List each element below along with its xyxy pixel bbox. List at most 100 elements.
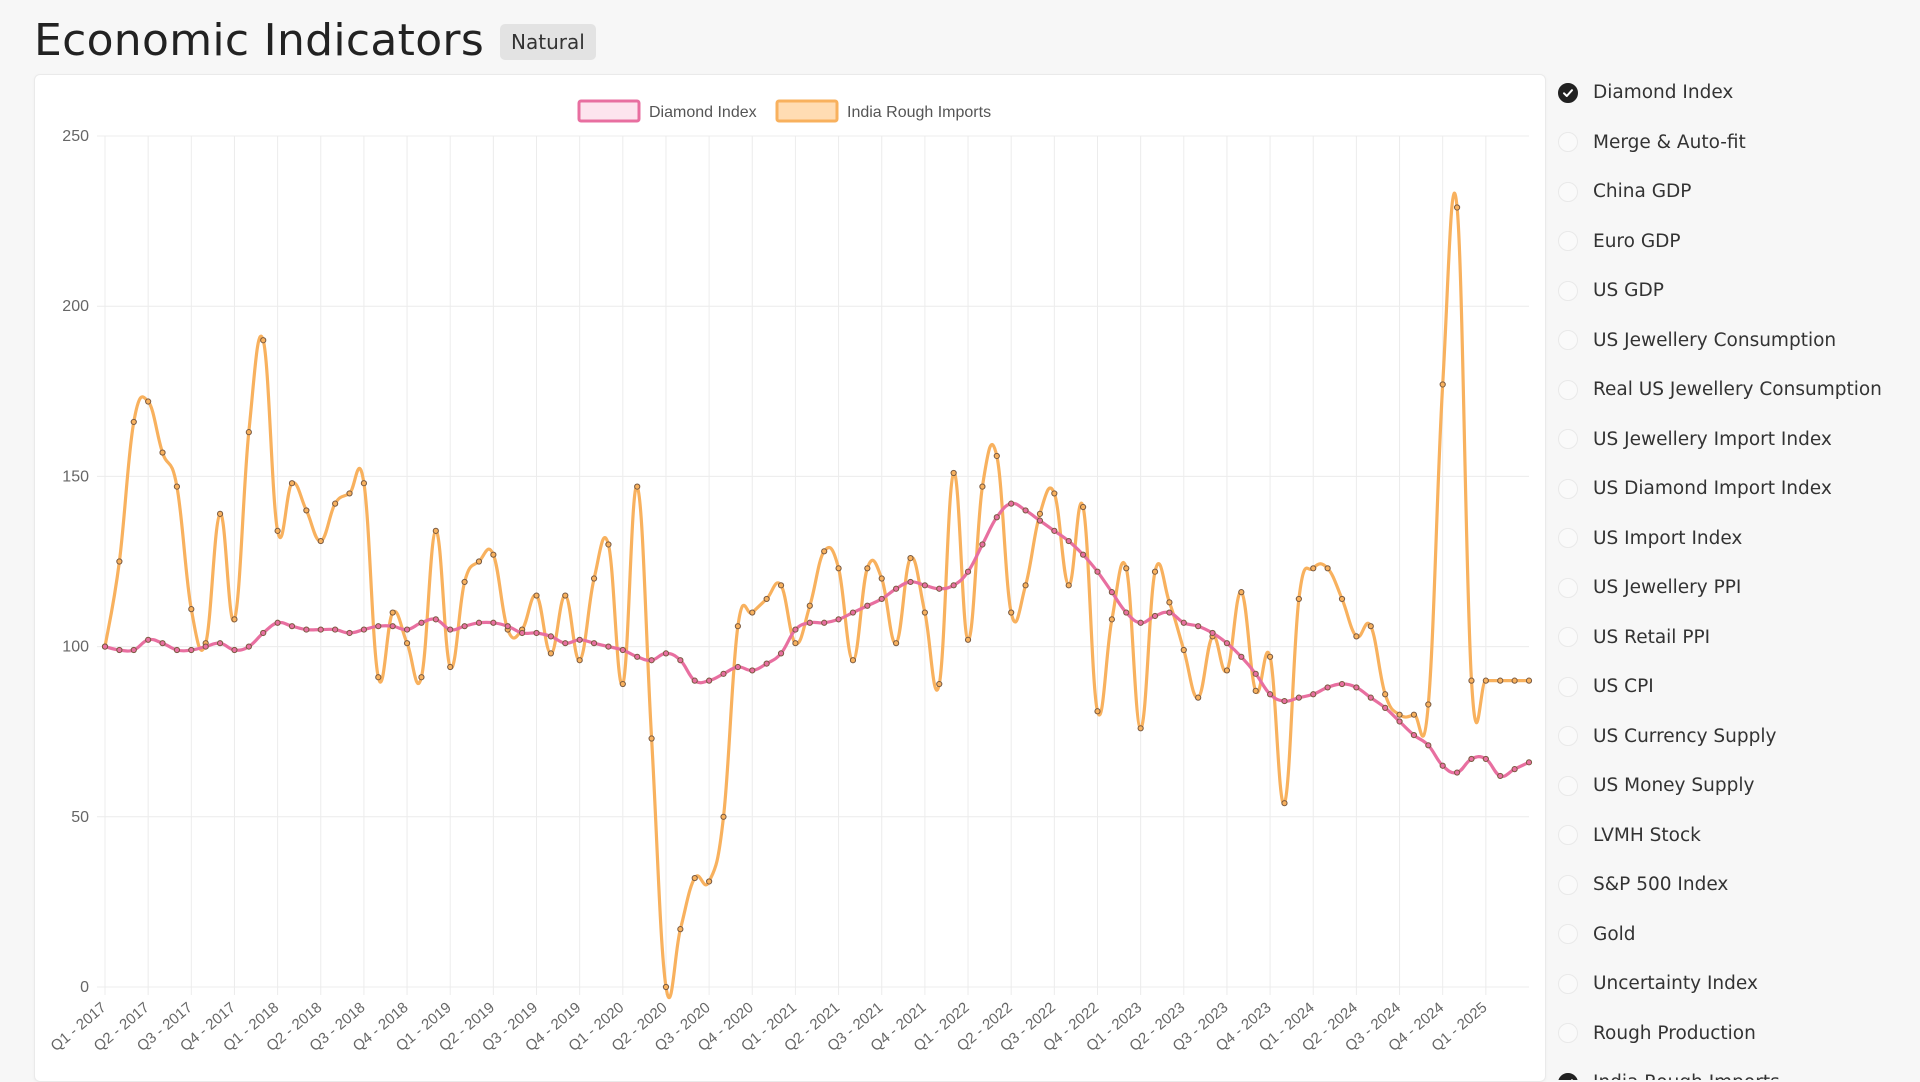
data-point[interactable] bbox=[662, 650, 670, 657]
data-point[interactable] bbox=[1223, 667, 1231, 674]
data-point[interactable] bbox=[979, 541, 986, 548]
data-point[interactable] bbox=[188, 646, 195, 654]
data-point[interactable] bbox=[317, 626, 324, 633]
checkbox-icon[interactable] bbox=[1558, 231, 1578, 252]
data-point[interactable] bbox=[389, 609, 396, 616]
data-point[interactable] bbox=[849, 609, 857, 616]
data-point[interactable] bbox=[403, 640, 411, 647]
data-point[interactable] bbox=[475, 558, 483, 565]
data-point[interactable] bbox=[1439, 762, 1446, 769]
data-point[interactable] bbox=[432, 527, 439, 534]
data-point[interactable] bbox=[274, 619, 281, 626]
data-point[interactable] bbox=[1396, 711, 1403, 718]
data-point[interactable] bbox=[1338, 595, 1346, 603]
option-us-diamond-import-index[interactable]: US Diamond Import Index bbox=[1548, 464, 1920, 514]
option-us-currency-supply[interactable]: US Currency Supply bbox=[1548, 712, 1920, 762]
checkbox-icon[interactable] bbox=[1558, 280, 1578, 301]
data-point[interactable] bbox=[332, 626, 339, 633]
data-point[interactable] bbox=[634, 483, 641, 490]
data-point[interactable] bbox=[849, 657, 857, 664]
data-point[interactable] bbox=[260, 629, 267, 637]
data-point[interactable] bbox=[662, 983, 670, 991]
data-point[interactable] bbox=[346, 490, 353, 497]
data-point[interactable] bbox=[706, 677, 713, 684]
data-point[interactable] bbox=[1353, 684, 1360, 691]
data-point[interactable] bbox=[1022, 507, 1029, 514]
data-point[interactable] bbox=[173, 483, 181, 490]
checkbox-icon[interactable] bbox=[1558, 82, 1578, 103]
data-point[interactable] bbox=[504, 623, 511, 630]
option-us-gdp[interactable]: US GDP bbox=[1548, 266, 1920, 316]
data-point[interactable] bbox=[806, 619, 813, 626]
data-point[interactable] bbox=[706, 878, 713, 885]
data-point[interactable] bbox=[1266, 653, 1274, 660]
data-point[interactable] bbox=[317, 537, 324, 545]
data-point[interactable] bbox=[936, 585, 943, 592]
data-point[interactable] bbox=[461, 623, 468, 630]
data-point[interactable] bbox=[907, 578, 914, 586]
data-point[interactable] bbox=[1525, 677, 1533, 684]
option-us-jewellery-consumption[interactable]: US Jewellery Consumption bbox=[1548, 316, 1920, 366]
data-point[interactable] bbox=[677, 657, 684, 664]
data-point[interactable] bbox=[1511, 677, 1518, 684]
data-point[interactable] bbox=[648, 657, 655, 664]
data-point[interactable] bbox=[1497, 677, 1504, 684]
data-point[interactable] bbox=[1051, 490, 1058, 497]
data-point[interactable] bbox=[159, 449, 166, 456]
data-point[interactable] bbox=[893, 585, 900, 592]
data-point[interactable] bbox=[116, 558, 123, 565]
data-point[interactable] bbox=[1338, 680, 1346, 688]
data-point[interactable] bbox=[1353, 633, 1360, 640]
data-point[interactable] bbox=[1238, 589, 1245, 596]
data-point[interactable] bbox=[1382, 704, 1389, 711]
data-point[interactable] bbox=[562, 592, 569, 599]
data-point[interactable] bbox=[202, 643, 209, 650]
option-us-jewellery-import-index[interactable]: US Jewellery Import Index bbox=[1548, 415, 1920, 465]
data-point[interactable] bbox=[821, 619, 828, 626]
option-us-import-index[interactable]: US Import Index bbox=[1548, 514, 1920, 564]
option-gold[interactable]: Gold bbox=[1548, 910, 1920, 960]
data-point[interactable] bbox=[1151, 568, 1159, 575]
data-point[interactable] bbox=[1238, 653, 1245, 660]
data-point[interactable] bbox=[101, 643, 109, 650]
data-point[interactable] bbox=[734, 623, 741, 630]
data-point[interactable] bbox=[1065, 537, 1072, 545]
data-point[interactable] bbox=[1080, 503, 1087, 511]
data-point[interactable] bbox=[1310, 691, 1317, 698]
checkbox-icon[interactable] bbox=[1558, 924, 1578, 945]
data-point[interactable] bbox=[533, 592, 540, 599]
data-point[interactable] bbox=[461, 578, 468, 586]
data-point[interactable] bbox=[1008, 609, 1015, 616]
data-point[interactable] bbox=[720, 813, 727, 820]
checkbox-icon[interactable] bbox=[1558, 181, 1578, 202]
data-point[interactable] bbox=[1295, 595, 1302, 603]
data-point[interactable] bbox=[619, 646, 626, 654]
data-point[interactable] bbox=[590, 640, 598, 647]
data-point[interactable] bbox=[1036, 517, 1044, 524]
data-point[interactable] bbox=[418, 674, 425, 681]
data-point[interactable] bbox=[691, 677, 698, 684]
data-point[interactable] bbox=[835, 616, 842, 623]
data-point[interactable] bbox=[1425, 701, 1432, 708]
data-point[interactable] bbox=[145, 398, 152, 405]
data-point[interactable] bbox=[677, 926, 684, 933]
data-point[interactable] bbox=[260, 337, 267, 344]
data-point[interactable] bbox=[1065, 582, 1072, 589]
data-point[interactable] bbox=[303, 626, 310, 633]
data-point[interactable] bbox=[1497, 772, 1504, 780]
data-point[interactable] bbox=[777, 582, 785, 589]
data-point[interactable] bbox=[490, 619, 497, 626]
data-point[interactable] bbox=[777, 650, 785, 657]
data-point[interactable] bbox=[447, 663, 454, 671]
data-point[interactable] bbox=[159, 640, 166, 647]
data-point[interactable] bbox=[1180, 646, 1187, 654]
data-point[interactable] bbox=[1094, 568, 1101, 575]
data-point[interactable] bbox=[1080, 551, 1087, 558]
data-point[interactable] bbox=[1367, 623, 1374, 630]
data-point[interactable] bbox=[1137, 725, 1144, 732]
data-point[interactable] bbox=[231, 616, 238, 623]
data-point[interactable] bbox=[519, 629, 526, 637]
data-point[interactable] bbox=[1008, 500, 1015, 507]
data-point[interactable] bbox=[792, 640, 799, 647]
data-point[interactable] bbox=[1266, 691, 1274, 698]
